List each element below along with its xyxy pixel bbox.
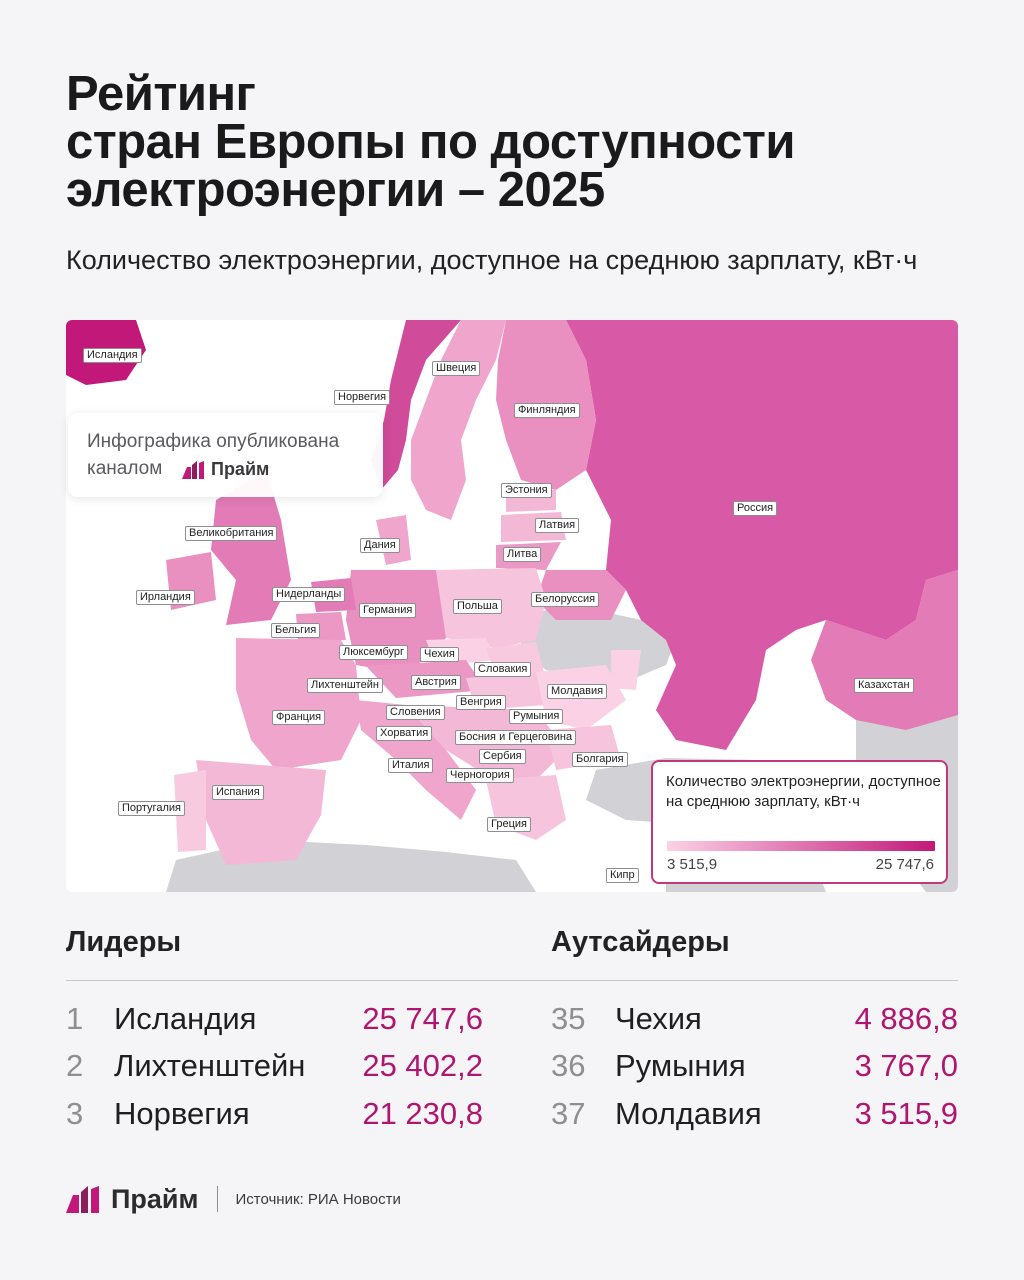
section-divider [66, 980, 958, 981]
prime-logo-text: Прайм [111, 1183, 199, 1214]
map-label: Венгрия [456, 695, 506, 710]
map-label: Болгария [572, 752, 628, 767]
leader-rank: 2 [66, 1048, 84, 1083]
page-subtitle: Количество электроэнергии, доступное на … [66, 245, 918, 275]
map-graphic [66, 320, 958, 892]
promo-line-1: Инфографика опубликована [87, 431, 340, 452]
leader-country: Лихтенштейн [114, 1048, 306, 1083]
prime-logo: Прайм [182, 459, 269, 480]
map-label: Греция [487, 817, 531, 832]
region-portugal [174, 770, 206, 852]
leader-rank: 3 [66, 1096, 84, 1131]
map-label: Казахстан [854, 678, 914, 693]
region-norway [371, 320, 461, 490]
europe-map: Исландия Норвегия Швеция Финляндия Эстон… [66, 320, 958, 892]
map-label: Швеция [432, 361, 481, 376]
map-label: Словения [386, 705, 445, 720]
map-label: Финляндия [514, 403, 580, 418]
map-label: Ирландия [136, 590, 195, 605]
map-label: Португалия [118, 801, 185, 816]
outsiders-heading: Аутсайдеры [551, 926, 730, 958]
region-kazakhstan [811, 570, 958, 730]
map-label: Сербия [479, 749, 526, 764]
map-label: Эстония [501, 483, 552, 498]
legend-gradient-bar [667, 841, 935, 851]
source-text: Источник: РИА Новости [235, 1190, 401, 1208]
map-label: Дания [360, 538, 400, 553]
map-label: Литва [503, 547, 542, 562]
map-label: Исландия [83, 348, 142, 363]
region-france [236, 638, 361, 770]
outsider-country: Румыния [615, 1048, 746, 1083]
map-label: Франция [272, 710, 326, 725]
map-label: Черногория [446, 768, 514, 783]
prime-logo-text: Прайм [211, 459, 270, 479]
outsider-rank: 35 [551, 1001, 586, 1036]
map-label: Германия [359, 603, 417, 618]
leader-value: 25 747,6 [362, 1001, 483, 1036]
title-line-2: стран Европы по доступности [66, 115, 795, 169]
map-label: Босния и Герцеговина [455, 730, 577, 745]
map-label: Хорватия [376, 726, 433, 741]
outsider-value: 3 515,9 [854, 1096, 958, 1131]
outsider-value: 4 886,8 [854, 1001, 958, 1036]
leader-row: 2 Лихтенштейн 25 402,2 [66, 1046, 486, 1086]
map-label: Италия [388, 758, 434, 773]
map-label: Словакия [474, 662, 532, 677]
legend-title: Количество электроэнергии, доступное на … [666, 773, 941, 810]
map-label: Румыния [509, 709, 564, 724]
leader-country: Норвегия [114, 1096, 250, 1131]
title-line-1: Рейтинг [66, 67, 256, 121]
leader-row: 1 Исландия 25 747,6 [66, 999, 486, 1039]
leader-rank: 1 [66, 1001, 84, 1036]
map-label: Кипр [606, 868, 639, 883]
region-russia [566, 320, 958, 750]
prime-logo-icon [182, 460, 204, 479]
region-uk [211, 470, 291, 625]
map-label: Австрия [411, 675, 461, 690]
map-label: Россия [733, 501, 778, 516]
outsider-row: 37 Молдавия 3 515,9 [551, 1094, 958, 1134]
prime-logo-icon [66, 1185, 99, 1213]
map-legend: Количество электроэнергии, доступное на … [651, 760, 948, 884]
map-label: Молдавия [547, 684, 608, 699]
leader-value: 21 230,8 [362, 1096, 483, 1131]
map-label: Бельгия [271, 623, 321, 638]
outsider-row: 36 Румыния 3 767,0 [551, 1046, 958, 1086]
footer: Прайм Источник: РИА Новости [66, 1182, 401, 1216]
outsider-value: 3 767,0 [854, 1048, 958, 1083]
map-label: Испания [212, 785, 264, 800]
map-label: Нидерланды [272, 587, 346, 602]
promo-line-2: каналом [87, 458, 163, 479]
map-label: Лихтенштейн [307, 678, 383, 693]
map-label: Белоруссия [531, 592, 600, 607]
leader-row: 3 Норвегия 21 230,8 [66, 1094, 486, 1134]
region-moldova [611, 650, 641, 690]
region-sweden [411, 320, 506, 520]
outsider-rank: 36 [551, 1048, 586, 1083]
legend-max-value: 25 747,6 [875, 856, 934, 873]
title-line-3: электроэнергии – 2025 [66, 163, 605, 217]
page-title: Рейтинг стран Европы по доступности элек… [66, 67, 966, 217]
map-label: Люксембург [339, 645, 409, 660]
outsider-row: 35 Чехия 4 886,8 [551, 999, 958, 1039]
leaders-heading: Лидеры [66, 926, 182, 958]
map-label: Латвия [535, 518, 580, 533]
outsider-country: Молдавия [615, 1096, 762, 1131]
footer-divider [216, 1186, 218, 1212]
leader-value: 25 402,2 [362, 1048, 483, 1083]
map-label: Чехия [420, 647, 459, 662]
leader-country: Исландия [114, 1001, 257, 1036]
map-label: Польша [453, 599, 502, 614]
promo-card: Инфографика опубликована каналом Прайм [68, 413, 383, 497]
legend-min-value: 3 515,9 [667, 856, 718, 873]
outsider-rank: 37 [551, 1096, 586, 1131]
map-label: Великобритания [185, 526, 278, 541]
outsider-country: Чехия [615, 1001, 702, 1036]
map-label: Норвегия [334, 390, 391, 405]
